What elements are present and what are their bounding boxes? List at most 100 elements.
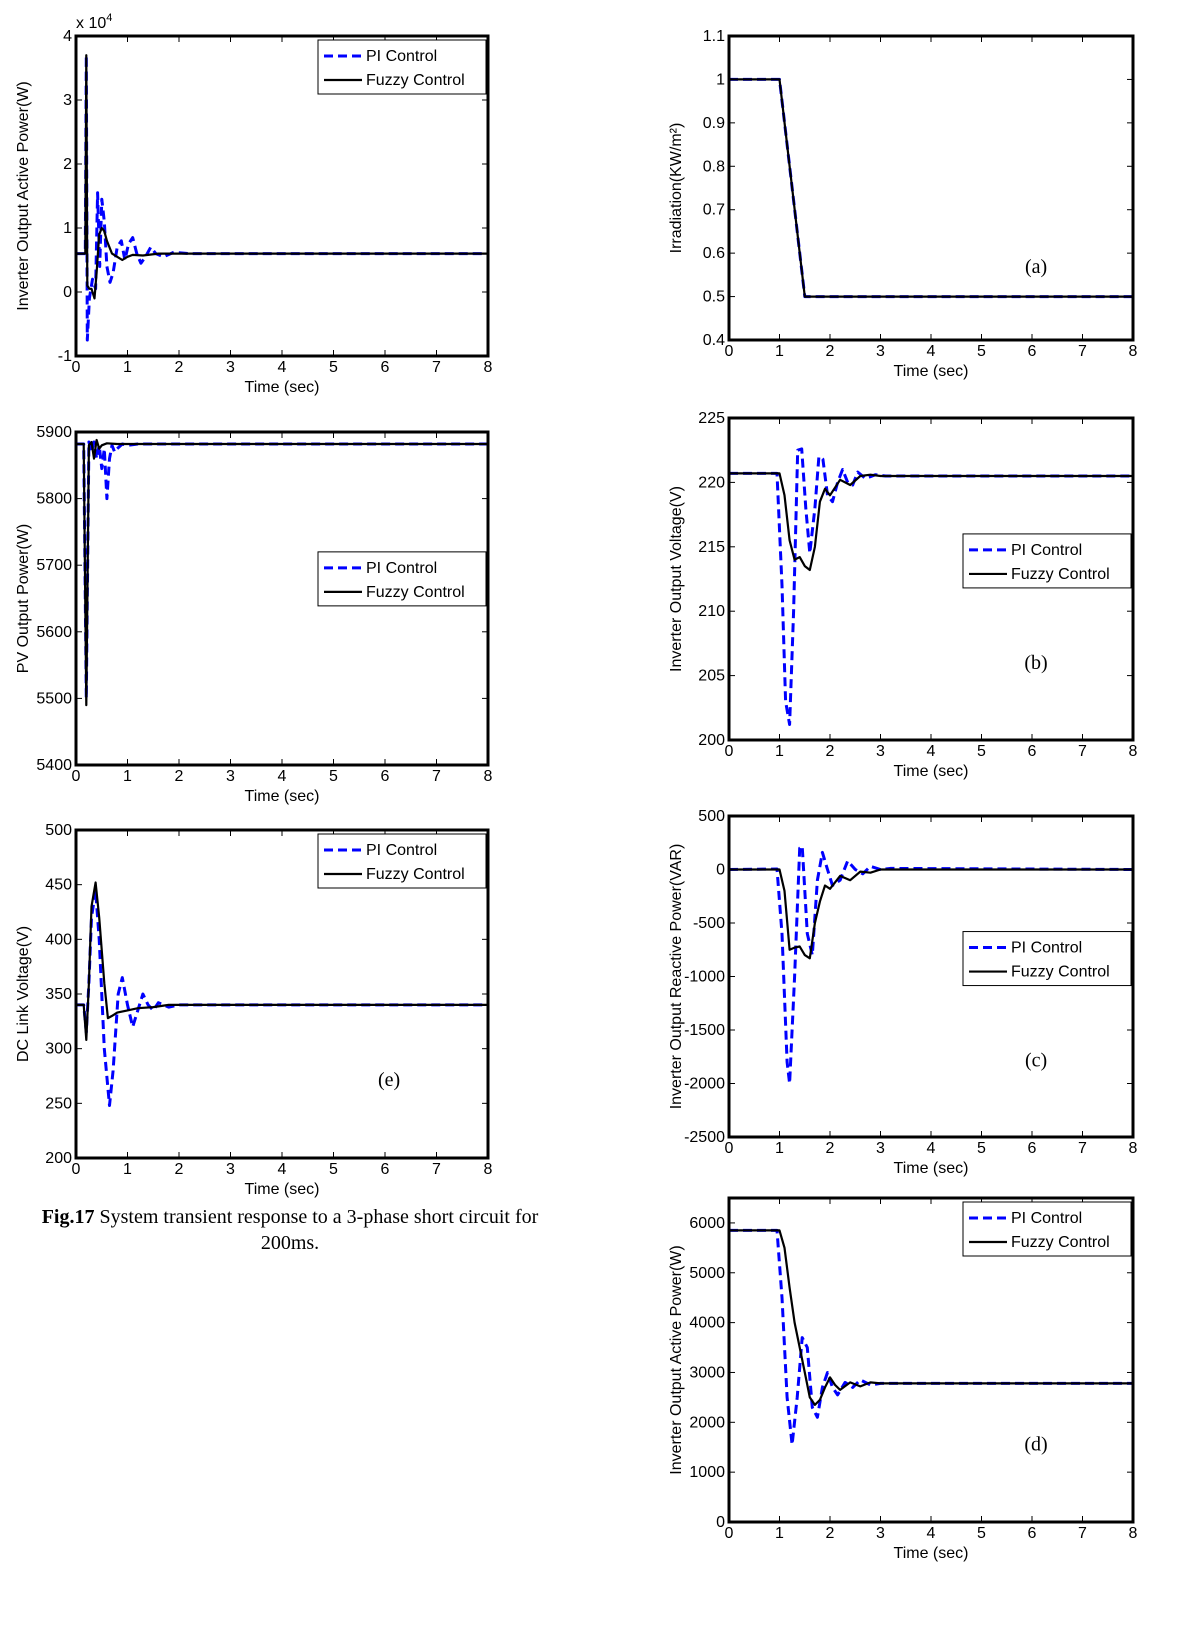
y-exponent-power: 4 — [106, 12, 112, 24]
panel-label: (b) — [1024, 652, 1047, 674]
y-tick-label: 1.1 — [703, 28, 725, 45]
x-tick-label: 3 — [876, 343, 885, 360]
legend-label-pi-control: PI Control — [1011, 1210, 1082, 1227]
x-tick-label: 0 — [72, 359, 81, 376]
series-line-fuzzy-control — [76, 54, 488, 300]
y-tick-label: 250 — [45, 1095, 72, 1112]
y-tick-label: 205 — [698, 668, 725, 685]
x-tick-label: 2 — [175, 359, 184, 376]
x-axis-label: Time (sec) — [245, 1181, 320, 1198]
x-axis-label: Time (sec) — [245, 379, 320, 396]
x-tick-label: 3 — [876, 1525, 885, 1542]
x-tick-label: 3 — [226, 1161, 235, 1178]
x-tick-label: 8 — [1129, 1140, 1138, 1157]
y-tick-label: 350 — [45, 986, 72, 1003]
series-line-fuzzy-control — [729, 78, 1133, 298]
series-line-fuzzy-control — [729, 472, 1133, 572]
x-tick-label: 6 — [381, 768, 390, 785]
x-tick-label: 5 — [329, 1161, 338, 1178]
series-line-pi-control — [76, 53, 488, 342]
series-line-pi-control — [729, 447, 1133, 726]
x-tick-label: 7 — [432, 768, 441, 785]
x-tick-label: 1 — [123, 768, 132, 785]
x-tick-label: 0 — [72, 768, 81, 785]
x-axis-label: Time (sec) — [894, 1160, 969, 1177]
y-tick-label: 5800 — [36, 491, 72, 508]
y-axis-label: Inverter Output Active Power(W) — [15, 81, 32, 310]
series-line-fuzzy-control — [76, 881, 488, 1042]
y-tick-label: 500 — [698, 808, 725, 825]
x-tick-label: 5 — [977, 343, 986, 360]
x-tick-label: 2 — [826, 1140, 835, 1157]
y-tick-label: 4 — [63, 28, 72, 45]
plot-frame — [727, 34, 1135, 342]
y-tick-label: 0 — [63, 284, 72, 301]
y-tick-label: 5700 — [36, 557, 72, 574]
legend-box — [317, 39, 487, 95]
x-tick-label: 8 — [484, 359, 493, 376]
y-tick-label: 4000 — [689, 1315, 725, 1332]
x-tick-label: 1 — [775, 1525, 784, 1542]
y-tick-label: 0.7 — [703, 202, 725, 219]
y-tick-label: 2000 — [689, 1414, 725, 1431]
y-tick-label: 225 — [698, 410, 725, 427]
y-tick-label: 215 — [698, 539, 725, 556]
x-tick-label: 2 — [826, 343, 835, 360]
x-tick-label: 5 — [329, 359, 338, 376]
x-tick-label: 1 — [123, 1161, 132, 1178]
series-line-fuzzy-control — [729, 1229, 1133, 1407]
y-axis-label: Inverter Output Active Power(W) — [668, 1245, 685, 1474]
caption-label: Fig.17 — [41, 1206, 95, 1228]
x-tick-label: 0 — [725, 1525, 734, 1542]
y-tick-label: 200 — [698, 732, 725, 749]
y-tick-label: 200 — [45, 1150, 72, 1167]
caption-text: System transient response to a 3-phase s… — [94, 1206, 539, 1254]
y-axis-label: PV Output Power(W) — [15, 524, 32, 673]
x-tick-label: 8 — [484, 1161, 493, 1178]
x-tick-label: 2 — [826, 1525, 835, 1542]
x-tick-label: 2 — [826, 743, 835, 760]
y-tick-label: 0 — [716, 1514, 725, 1531]
x-tick-label: 3 — [876, 743, 885, 760]
x-tick-label: 7 — [1078, 1140, 1087, 1157]
x-tick-label: 0 — [725, 343, 734, 360]
x-tick-label: 7 — [1078, 343, 1087, 360]
x-tick-label: 6 — [1028, 1140, 1037, 1157]
x-axis-label: Time (sec) — [894, 363, 969, 380]
legend-label-fuzzy-control: Fuzzy Control — [366, 72, 465, 89]
x-tick-label: 8 — [1129, 743, 1138, 760]
y-tick-label: 5900 — [36, 424, 72, 441]
x-axis-label: Time (sec) — [245, 788, 320, 805]
series-line-fuzzy-control — [729, 868, 1133, 960]
y-tick-label: 5500 — [36, 690, 72, 707]
legend-label-pi-control: PI Control — [366, 842, 437, 859]
y-tick-label: -500 — [693, 915, 725, 932]
x-tick-label: 0 — [725, 743, 734, 760]
y-tick-label: 0.6 — [703, 245, 725, 262]
series-line-fuzzy-control — [76, 438, 488, 707]
x-axis-label: Time (sec) — [894, 763, 969, 780]
legend-label-pi-control: PI Control — [366, 48, 437, 65]
x-tick-label: 1 — [123, 359, 132, 376]
x-tick-label: 5 — [977, 1525, 986, 1542]
x-tick-label: 7 — [432, 1161, 441, 1178]
legend-label-pi-control: PI Control — [366, 560, 437, 577]
panel-label: (e) — [378, 1069, 400, 1091]
y-tick-label: 5600 — [36, 624, 72, 641]
y-axis-label: DC Link Voltage(V) — [15, 926, 32, 1062]
legend-label-fuzzy-control: Fuzzy Control — [1011, 964, 1110, 981]
y-tick-label: 210 — [698, 603, 725, 620]
x-tick-label: 7 — [432, 359, 441, 376]
x-tick-label: 0 — [72, 1161, 81, 1178]
legend-label-fuzzy-control: Fuzzy Control — [1011, 1234, 1110, 1251]
figure-caption: Fig.17 System transient response to a 3-… — [40, 1204, 540, 1256]
legend-box — [962, 1201, 1132, 1257]
legend-box — [962, 931, 1132, 987]
x-tick-label: 5 — [977, 743, 986, 760]
y-tick-label: 5000 — [689, 1265, 725, 1282]
series-line-pi-control — [729, 77, 1133, 299]
x-tick-label: 8 — [1129, 343, 1138, 360]
x-tick-label: 6 — [1028, 1525, 1037, 1542]
legend-label-fuzzy-control: Fuzzy Control — [366, 866, 465, 883]
legend-box — [962, 533, 1132, 589]
